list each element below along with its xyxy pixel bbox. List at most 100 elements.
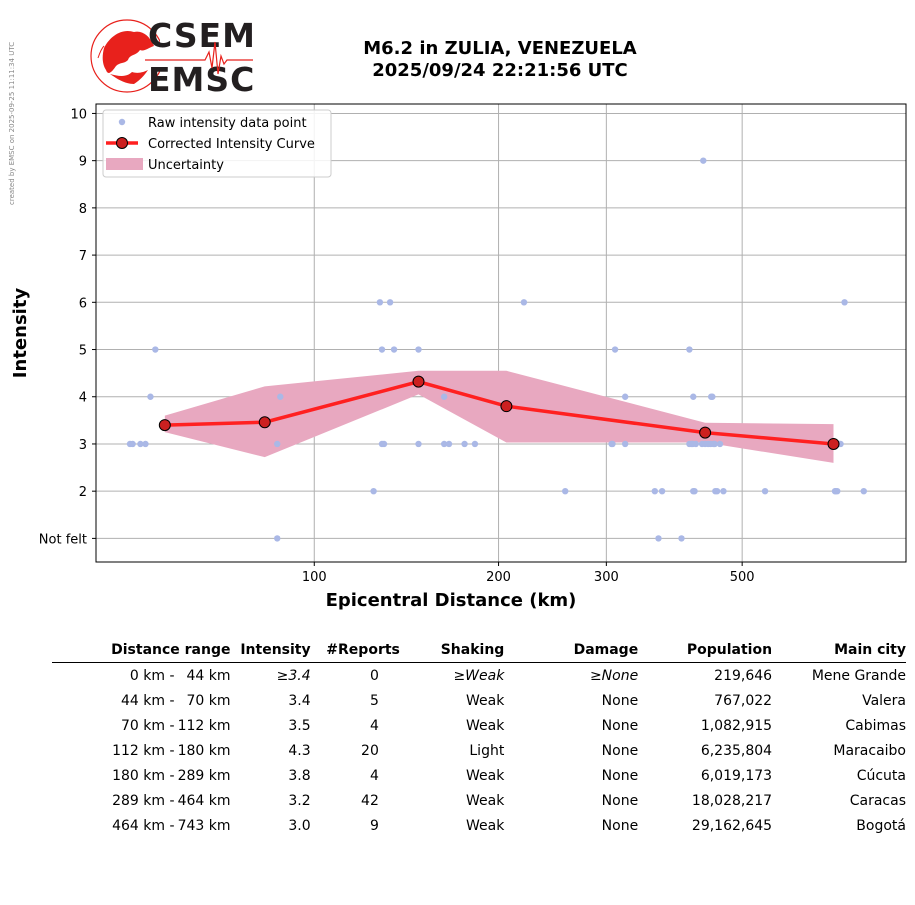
raw-data-point <box>370 487 377 495</box>
raw-data-point <box>471 440 479 448</box>
raw-data-point <box>274 535 281 542</box>
intensity-cell: 3.2 <box>288 792 311 809</box>
raw-data-point <box>709 393 716 400</box>
shaking-cell: Weak <box>466 717 505 734</box>
reports-cell: 5 <box>369 692 379 709</box>
table-row: 0 km - 44 km ≥3.4 0 ≥Weak ≥None 219,646 Mene Gr… <box>52 663 906 689</box>
raw-data-point <box>609 440 616 448</box>
range-from: 112 km - <box>112 742 175 759</box>
column-header: Shaking <box>399 640 505 663</box>
raw-data-point <box>445 440 453 448</box>
intensity-cell: 3.0 <box>288 817 311 834</box>
raw-data-point <box>700 157 707 164</box>
raw-data-point <box>841 299 848 306</box>
intensity-chart: 100 200 300 500 Not felt 2 3 4 5 6 7 8 9 10 Epicentral… <box>10 103 907 611</box>
raw-data-point <box>678 535 685 542</box>
reports-cell: 42 <box>361 792 379 809</box>
raw-data-point <box>651 487 659 495</box>
population-cell: 29,162,645 <box>691 817 773 834</box>
raw-data-point <box>562 487 569 495</box>
legend-curve-marker <box>116 137 128 149</box>
x-tick-label: 100 <box>302 570 327 585</box>
raw-data-point <box>415 440 422 448</box>
y-tick-label: 2 <box>79 485 87 500</box>
curve-marker <box>699 426 712 439</box>
x-tick-label: 200 <box>486 570 511 585</box>
raw-data-point <box>860 487 867 495</box>
legend-box <box>102 109 332 178</box>
population-cell: 6,235,804 <box>700 742 773 759</box>
range-to: 70 km <box>186 692 231 709</box>
range-from: 289 km - <box>112 792 175 809</box>
y-tick-label: 6 <box>79 296 87 311</box>
column-header: #Reports <box>310 640 400 663</box>
distance-range-cell: 180 km -289 km <box>52 763 230 788</box>
raw-data-point <box>658 487 666 495</box>
raw-data-point <box>137 440 144 448</box>
raw-data-point <box>440 393 448 400</box>
raw-data-point <box>621 440 629 448</box>
y-tick-label: 3 <box>79 438 87 453</box>
curve-marker <box>258 416 271 429</box>
x-tick-label: 300 <box>594 570 619 585</box>
raw-data-point <box>274 440 281 448</box>
seismogram-icon <box>145 41 253 75</box>
city-cell: Maracaibo <box>833 742 906 759</box>
y-axis-label: Intensity <box>10 288 31 379</box>
column-header: Main city <box>772 640 906 663</box>
x-tick-label: 500 <box>730 570 755 585</box>
shaking-cell: Weak <box>466 767 505 784</box>
raw-data-point <box>761 487 769 495</box>
curve-marker <box>412 375 425 388</box>
raw-data-point <box>380 440 388 448</box>
range-from: 0 km - <box>129 667 175 684</box>
chart-title: M6.2 in ZULIA, VENEZUELA 2025/09/24 22:2… <box>300 38 700 82</box>
range-to: 112 km <box>177 717 231 734</box>
raw-data-point <box>716 440 724 448</box>
damage-cell: None <box>601 817 639 834</box>
logo-line-emsc: EMSC <box>148 60 256 99</box>
table-row: 112 km -180 km 4.3 20 Light None 6,235,804 Mar… <box>52 738 906 763</box>
raw-data-point <box>691 487 698 495</box>
raw-data-point <box>621 393 629 400</box>
intensity-cell: 4.3 <box>288 742 311 759</box>
shaking-cell: Light <box>469 742 505 759</box>
table-header-row: Distance range Intensity #Reports Shakin… <box>52 640 906 663</box>
chart-title-line2: 2025/09/24 22:21:56 UTC <box>372 60 628 81</box>
column-header: Population <box>638 640 773 663</box>
city-cell: Valera <box>862 692 906 709</box>
raw-data-point <box>390 346 398 353</box>
raw-data-point <box>461 440 468 448</box>
y-tick-label: 9 <box>79 155 87 170</box>
city-cell: Bogotá <box>856 817 906 834</box>
shaking-cell: Weak <box>466 692 505 709</box>
damage-cell: None <box>601 742 639 759</box>
raw-data-point <box>152 346 159 353</box>
distance-range-cell: 44 km - 70 km <box>52 688 231 713</box>
table-row: 180 km -289 km 3.8 4 Weak None 6,019,173 Cúcut… <box>52 763 906 788</box>
uncertainty-band <box>164 370 834 463</box>
raw-data-point <box>386 299 394 306</box>
range-to: 44 km <box>186 667 231 684</box>
range-to: 464 km <box>177 792 231 809</box>
y-tick-label: 8 <box>79 202 87 217</box>
raw-data-point <box>277 393 284 400</box>
curve-marker <box>500 400 513 413</box>
column-header: Damage <box>504 640 639 663</box>
chart-title-line1: M6.2 in ZULIA, VENEZUELA <box>363 38 637 59</box>
population-cell: 767,022 <box>714 692 773 709</box>
y-tick-label: 5 <box>79 344 87 359</box>
raw-data-point <box>611 346 619 353</box>
distance-range-cell: 112 km -180 km <box>52 738 230 763</box>
x-axis-label: Epicentral Distance (km) <box>326 590 577 611</box>
globe-icon <box>90 19 160 93</box>
damage-cell: None <box>601 717 639 734</box>
raw-data-point <box>690 393 697 400</box>
population-cell: 219,646 <box>714 667 773 684</box>
raw-data-point <box>147 393 154 400</box>
damage-cell: None <box>601 792 639 809</box>
intensity-cell: 3.8 <box>288 767 311 784</box>
plot-frame <box>95 103 907 563</box>
logo-line-csem: CSEM <box>148 16 256 55</box>
corrected-intensity-curve <box>164 379 834 446</box>
